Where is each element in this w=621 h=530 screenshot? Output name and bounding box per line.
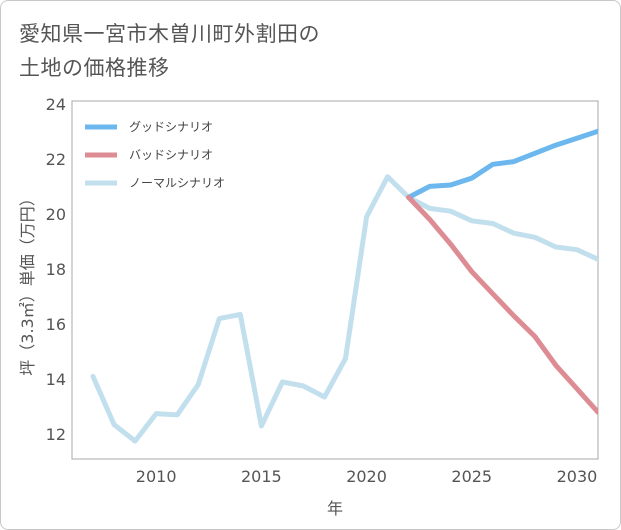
y-axis: 12 14 16 18 20 22 24 bbox=[46, 95, 66, 444]
legend-label-2: ノーマルシナリオ bbox=[129, 176, 225, 190]
x-axis: 2010 2015 2020 2025 2030 bbox=[136, 467, 598, 486]
x-tick-label: 2010 bbox=[136, 467, 177, 486]
x-axis-title: 年 bbox=[327, 499, 343, 518]
y-tick-label: 18 bbox=[46, 260, 66, 279]
y-tick-label: 22 bbox=[46, 150, 66, 169]
x-tick-label: 2020 bbox=[346, 467, 387, 486]
legend-label-1: バッドシナリオ bbox=[129, 148, 213, 162]
chart-title: 愛知県一宮市木曽川町外割田の 土地の価格推移 bbox=[19, 17, 320, 85]
y-tick-label: 12 bbox=[46, 425, 66, 444]
series-layer bbox=[90, 128, 598, 444]
x-tick-label: 2030 bbox=[557, 467, 598, 486]
y-tick-label: 16 bbox=[46, 315, 66, 334]
y-tick-label: 24 bbox=[46, 95, 66, 114]
plot-area bbox=[71, 100, 599, 460]
y-axis-title: 坪（3.3㎡）単価（万円） bbox=[18, 190, 37, 375]
series-line-1 bbox=[406, 194, 598, 415]
legend-label-0: グッドシナリオ bbox=[129, 120, 213, 134]
x-tick-label: 2025 bbox=[451, 467, 492, 486]
x-tick-label: 2015 bbox=[241, 467, 282, 486]
series-line-0 bbox=[406, 128, 598, 200]
y-tick-label: 14 bbox=[46, 370, 66, 389]
y-tick-label: 20 bbox=[46, 205, 66, 224]
series-line-2 bbox=[90, 174, 598, 444]
chart-title-line-2: 土地の価格推移 bbox=[19, 56, 170, 80]
chart-title-line-1: 愛知県一宮市木曽川町外割田の bbox=[19, 22, 320, 46]
